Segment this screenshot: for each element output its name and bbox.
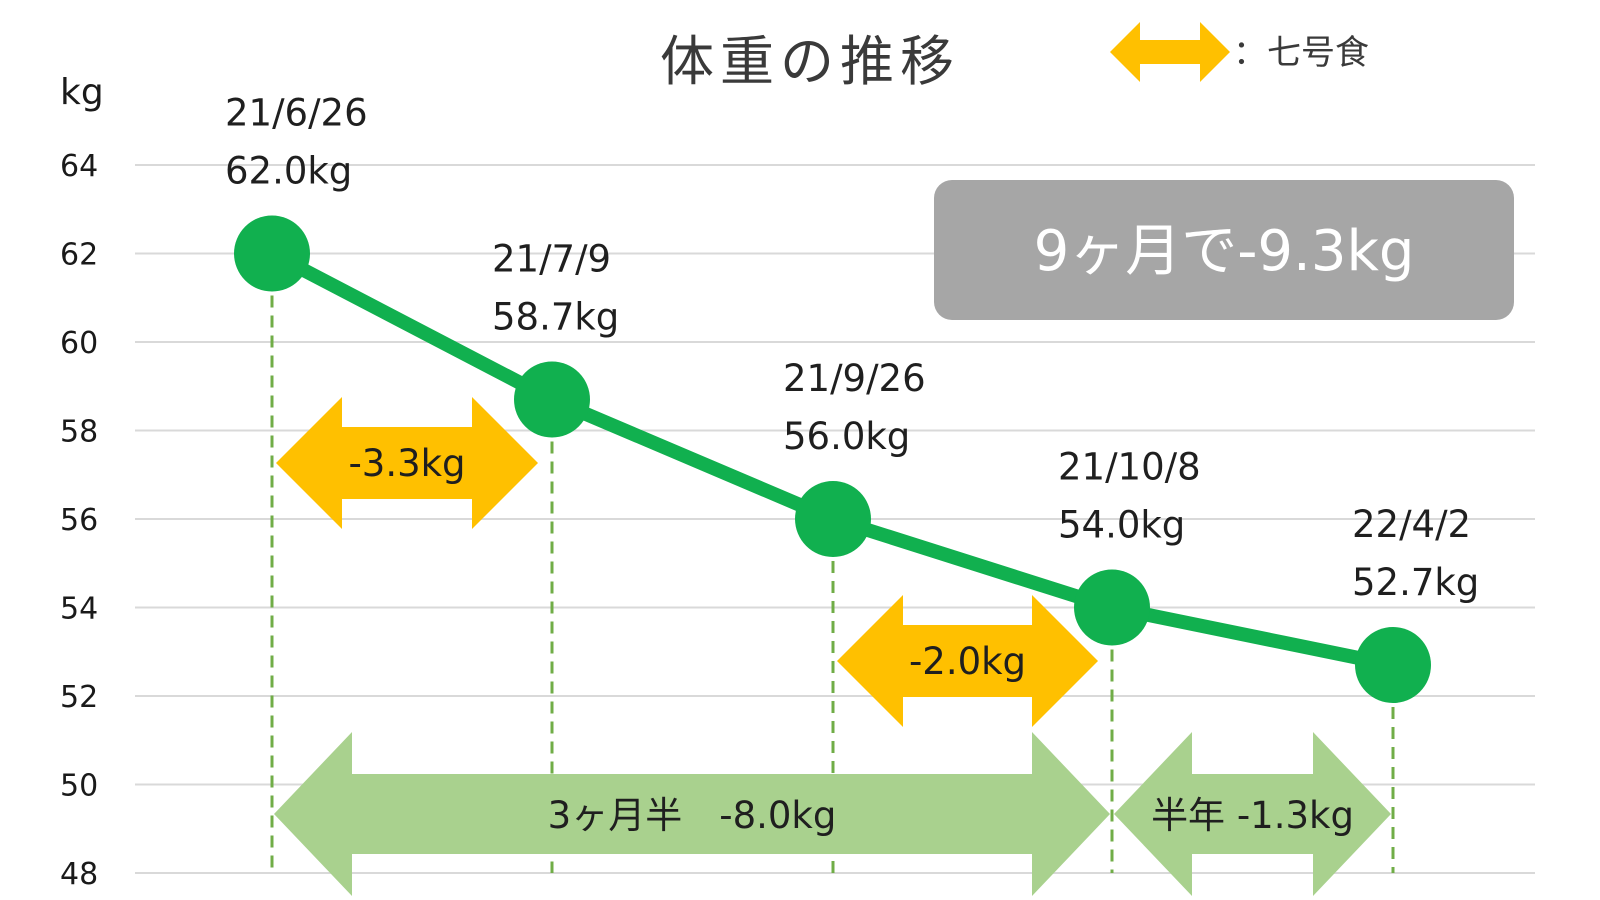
chart-title: 体重の推移 [660,30,960,93]
y-tick-label: 54 [60,592,98,627]
point-weight-label: 54.0kg [1058,504,1185,547]
data-point-marker [234,215,310,292]
weight-series [234,215,1431,704]
y-tick-label: 48 [60,857,98,892]
period-arrow [1114,732,1391,896]
summary-box: 9ヶ月で-9.3kg [934,180,1514,320]
diet-period-label: -3.3kg [348,442,465,485]
point-date-label: 21/9/26 [783,357,926,400]
diet-period-arrows: -3.3kg -2.0kg [276,397,1098,727]
point-weight-label: 56.0kg [783,415,910,458]
y-tick-label: 52 [60,680,98,715]
point-date-label: 22/4/2 [1352,503,1471,546]
data-point-marker [514,361,590,438]
diet-period-arrow [276,397,538,529]
summary-box-background [934,180,1514,320]
data-point-marker [1355,627,1431,704]
point-date-label: 21/6/26 [225,92,368,135]
point-weight-label: 62.0kg [225,150,352,193]
point-labels: 21/6/26 62.0kg 21/7/9 58.7kg 21/9/26 56.0kg 21… [225,92,1479,605]
summary-text: 9ヶ月で-9.3kg [1034,219,1415,284]
data-point-marker [795,481,871,557]
period-arrows: 3ヶ月半 -8.0kg 半年 -1.3kg [274,732,1391,896]
legend: ：七号食 [1110,22,1369,82]
y-axis: 64 62 60 58 56 54 52 50 48 kg [60,72,104,892]
point-weight-label: 52.7kg [1352,561,1479,604]
y-tick-label: 64 [60,149,98,184]
diet-period-label: -2.0kg [909,640,1026,683]
y-tick-label: 58 [60,415,98,450]
period-arrow [274,732,1110,896]
guide-lines [270,275,1395,873]
y-tick-label: 60 [60,326,98,361]
y-tick-label: 56 [60,503,98,538]
point-date-label: 21/10/8 [1058,446,1201,489]
point-date-label: 21/7/9 [492,238,611,281]
y-tick-label: 62 [60,238,98,273]
data-point-marker [1074,569,1150,646]
legend-double-arrow-icon [1110,22,1230,82]
period-arrow-label: 3ヶ月半 -8.0kg [548,794,837,837]
y-axis-unit: kg [60,72,104,113]
legend-label: ：七号食 [1233,33,1369,73]
y-tick-label: 50 [60,769,98,804]
period-arrow-label: 半年 -1.3kg [1151,794,1354,837]
point-weight-label: 58.7kg [492,296,619,339]
diet-period-arrow [837,595,1098,727]
